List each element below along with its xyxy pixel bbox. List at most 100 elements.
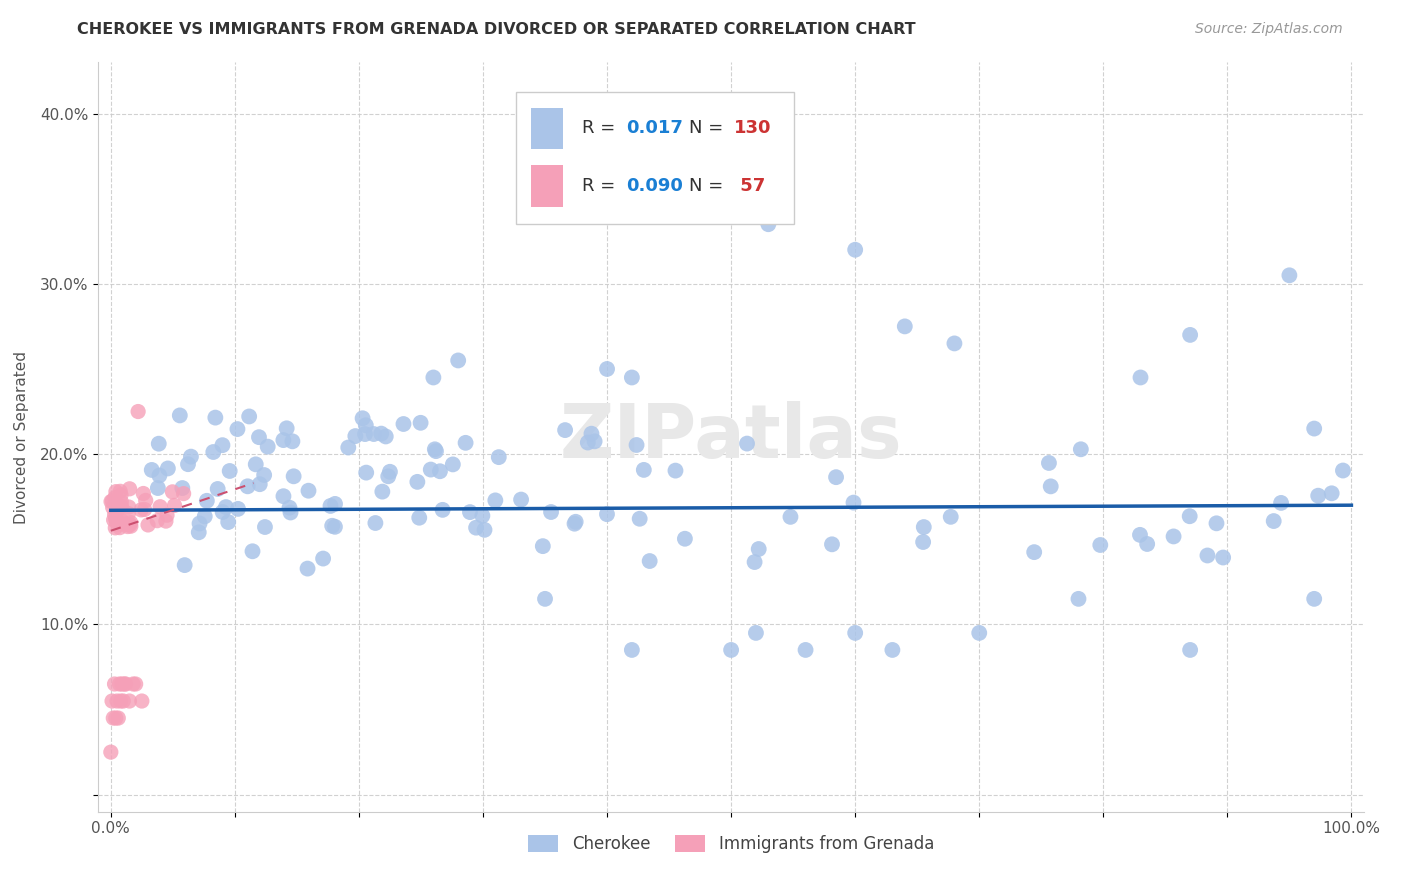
Point xyxy=(1136,537,1159,551)
Point xyxy=(124,677,146,691)
Point xyxy=(173,486,195,500)
Point xyxy=(596,507,619,521)
Point xyxy=(118,517,141,532)
Point xyxy=(392,417,415,431)
Point xyxy=(465,521,488,535)
Point xyxy=(1163,529,1185,543)
Point xyxy=(103,513,125,527)
Point xyxy=(117,519,139,533)
Point xyxy=(534,591,557,606)
Point xyxy=(409,416,432,430)
Point xyxy=(628,512,651,526)
Point xyxy=(1278,268,1301,283)
Point xyxy=(620,370,643,384)
Point xyxy=(967,626,990,640)
Point xyxy=(1129,370,1152,384)
Text: CHEROKEE VS IMMIGRANTS FROM GRENADA DIVORCED OR SEPARATED CORRELATION CHART: CHEROKEE VS IMMIGRANTS FROM GRENADA DIVO… xyxy=(77,22,915,37)
Point xyxy=(110,694,132,708)
Point xyxy=(180,450,202,464)
Point xyxy=(162,484,184,499)
Point xyxy=(1039,479,1062,493)
Point xyxy=(149,500,172,514)
Point xyxy=(108,677,131,691)
Point xyxy=(236,479,259,493)
Point xyxy=(364,516,387,530)
Point xyxy=(187,525,209,540)
Point xyxy=(370,426,392,441)
Point xyxy=(172,481,194,495)
Point xyxy=(406,475,429,489)
Point xyxy=(104,711,127,725)
Text: 0.090: 0.090 xyxy=(626,178,683,195)
Point xyxy=(105,513,128,527)
Point xyxy=(554,423,576,437)
Point xyxy=(110,500,132,514)
Point xyxy=(454,435,477,450)
Point xyxy=(202,445,225,459)
Point xyxy=(194,509,217,524)
Point xyxy=(108,521,131,535)
Point xyxy=(155,514,177,528)
Point xyxy=(238,409,260,424)
Point xyxy=(596,362,619,376)
Point xyxy=(354,418,377,433)
Point xyxy=(204,410,226,425)
Point xyxy=(105,694,128,708)
Point xyxy=(337,441,360,455)
Point xyxy=(484,493,506,508)
Point xyxy=(104,508,127,522)
Point xyxy=(638,554,661,568)
Point xyxy=(218,464,240,478)
Point xyxy=(118,482,141,496)
Point xyxy=(735,436,758,450)
Point xyxy=(1090,538,1112,552)
Point xyxy=(117,507,139,521)
Point xyxy=(825,470,848,484)
Point xyxy=(156,508,179,523)
Point xyxy=(127,404,149,418)
Point xyxy=(1212,550,1234,565)
Point xyxy=(441,458,464,472)
Point xyxy=(163,499,186,513)
Point xyxy=(344,429,367,443)
Point xyxy=(297,561,319,575)
Point xyxy=(118,694,141,708)
Point xyxy=(432,503,454,517)
Point xyxy=(447,353,470,368)
Point xyxy=(104,498,127,512)
Point xyxy=(104,512,127,526)
Point xyxy=(114,677,136,691)
Point xyxy=(136,517,159,532)
Point xyxy=(1331,463,1354,477)
Point xyxy=(146,514,169,528)
Point xyxy=(1205,516,1227,531)
Point xyxy=(323,520,346,534)
Point xyxy=(156,461,179,475)
Point xyxy=(321,518,343,533)
Point xyxy=(129,503,152,517)
Point xyxy=(429,464,451,478)
Text: R =: R = xyxy=(582,120,621,137)
Point xyxy=(844,243,866,257)
Point xyxy=(114,677,136,691)
Text: R =: R = xyxy=(582,178,621,195)
Point xyxy=(510,492,533,507)
Point xyxy=(249,477,271,491)
Point xyxy=(134,502,156,516)
Text: 130: 130 xyxy=(734,120,770,137)
Point xyxy=(120,519,142,533)
Point xyxy=(912,535,935,549)
Point xyxy=(112,694,135,708)
Point xyxy=(583,434,606,449)
Point xyxy=(226,422,249,436)
Point xyxy=(132,486,155,500)
Point xyxy=(105,514,128,528)
Text: N =: N = xyxy=(689,178,730,195)
Point xyxy=(211,505,233,519)
Point xyxy=(169,409,191,423)
Point xyxy=(273,489,295,503)
Point xyxy=(148,468,170,483)
Point xyxy=(278,500,301,515)
Point xyxy=(226,501,249,516)
Point xyxy=(1024,545,1046,559)
